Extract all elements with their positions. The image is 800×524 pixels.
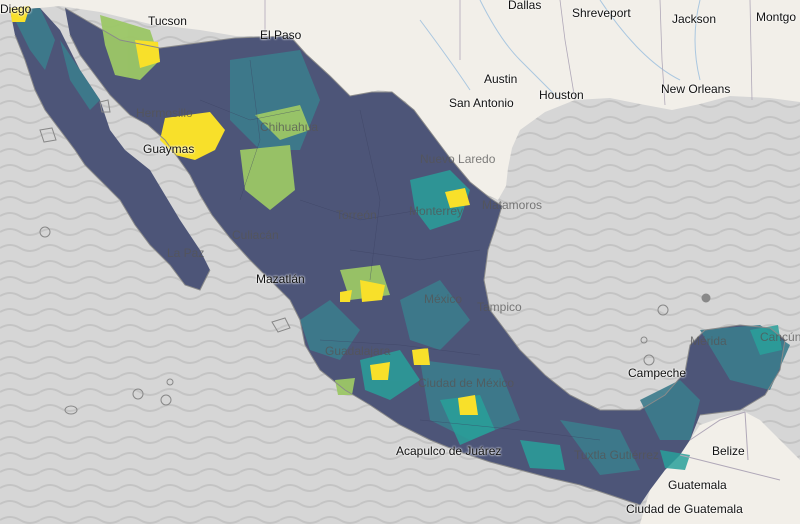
label-houston: Houston xyxy=(539,88,584,102)
label-merida: Mérida xyxy=(690,334,727,348)
label-mazatlan: Mazatlán xyxy=(256,272,305,286)
label-mexico: México xyxy=(424,292,463,306)
label-ciudad-de-mexico: Ciudad de México xyxy=(418,376,515,390)
rivers xyxy=(419,0,701,101)
label-guaymas: Guaymas xyxy=(143,142,195,156)
label-la-paz: La Paz xyxy=(167,246,205,260)
label-el-paso: El Paso xyxy=(260,28,302,42)
label-torreon: Torreón xyxy=(336,208,377,222)
label-hermosillo: Hermosillo xyxy=(136,106,193,120)
baja-california[interactable] xyxy=(10,8,210,290)
label-dallas: Dallas xyxy=(508,0,542,12)
usa-land xyxy=(0,0,800,200)
label-matamoros: Matamoros xyxy=(482,198,543,212)
label-montgomery: Montgo xyxy=(756,10,797,24)
label-austin: Austin xyxy=(484,72,518,86)
label-monterrey: Monterrey xyxy=(409,204,464,218)
label-san-antonio: San Antonio xyxy=(449,96,514,110)
label-tampico: Tampico xyxy=(477,300,522,314)
label-tuxtla: Tuxtla Gutiérrez xyxy=(574,448,659,462)
islands xyxy=(39,99,711,415)
mid-regions xyxy=(10,8,790,475)
label-nuevo-laredo: Nuevo Laredo xyxy=(420,152,496,166)
municipality-borders xyxy=(199,59,601,441)
label-culiacan: Culiacán xyxy=(232,228,279,242)
state-borders xyxy=(264,0,753,106)
teal-regions xyxy=(360,170,782,470)
label-acapulco: Acapulco de Juárez xyxy=(396,444,502,458)
label-guadalajara: Guadalajara xyxy=(325,344,391,358)
label-shreveport: Shreveport xyxy=(572,6,631,20)
central-america-land xyxy=(640,412,800,524)
label-chihuahua: Chihuahua xyxy=(260,120,319,134)
label-guatemala: Guatemala xyxy=(668,478,727,492)
label-belize: Belize xyxy=(712,444,745,458)
label-ciudad-de-guatemala: Ciudad de Guatemala xyxy=(626,502,743,516)
label-jackson: Jackson xyxy=(672,12,717,26)
central-america-borders xyxy=(679,411,781,481)
label-san-diego: Diego xyxy=(0,2,32,16)
label-cancun: Cancún xyxy=(760,330,800,344)
label-campeche: Campeche xyxy=(628,366,687,380)
coast-outline xyxy=(14,7,786,506)
label-new-orleans: New Orleans xyxy=(661,82,731,96)
yellow-regions xyxy=(10,6,478,415)
label-tucson: Tucson xyxy=(148,14,187,28)
